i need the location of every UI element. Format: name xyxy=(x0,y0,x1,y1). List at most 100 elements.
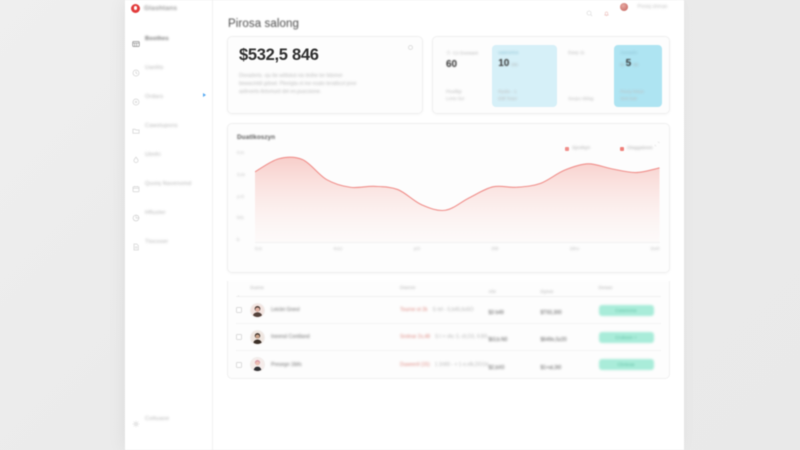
table-header-cell[interactable]: Dynot xyxy=(541,280,599,298)
legend-dot-icon xyxy=(620,146,625,151)
stat-label: vatererins xyxy=(498,50,519,55)
row-name-cell: Ineensl Contiland xyxy=(250,329,400,345)
stat-label: Auvaatn xyxy=(620,50,638,55)
status-badge[interactable]: Cbnteae xyxy=(598,359,654,370)
info-icon[interactable] xyxy=(408,45,413,50)
status-badge[interactable]: Crubeen + xyxy=(598,331,654,343)
table-row[interactable]: Presegn 1lbfs Duweeril (15) 1 2rtlI0 - +… xyxy=(236,351,661,378)
legend-label: Dtaggatews xyxy=(627,146,653,151)
row-checkbox-cell[interactable] xyxy=(236,361,250,368)
table-header-cell[interactable]: Ahr xyxy=(489,280,541,298)
row-checkbox-cell[interactable] xyxy=(236,334,250,340)
stat-value-text: 60 xyxy=(446,58,458,70)
stat-foot-line: Ryslie - 1 xyxy=(498,89,517,94)
row-checkbox[interactable] xyxy=(236,334,242,340)
y-tick-label: h01 xyxy=(237,215,244,221)
sidebar-item-boothes[interactable]: Boothes xyxy=(125,31,212,47)
column-header-label: Ahr xyxy=(488,289,496,295)
avatar xyxy=(250,357,265,372)
circle-logo-icon xyxy=(131,3,140,13)
x-tick-label: 208 xyxy=(491,246,499,251)
chart-legend: Sjoolsyn Dtaggatews xyxy=(565,146,653,151)
sidebar-item-label: Ordars xyxy=(145,93,164,100)
row-value-cell: $T93,300 xyxy=(541,301,599,319)
sidebar-item-cawstupons[interactable]: Cawstupons xyxy=(125,118,212,134)
stat-foot-line: Eitll Toser xyxy=(498,96,518,101)
sort-icon[interactable] xyxy=(236,286,241,297)
brand-name: Glashtans xyxy=(144,4,178,12)
sidebar-item-label: Quoiq Navenomd xyxy=(145,180,192,187)
row-status-cell[interactable]: Crubeen + xyxy=(598,331,661,343)
table-sort-cell[interactable] xyxy=(236,286,250,297)
avatar[interactable] xyxy=(619,3,628,11)
row-name: Ineensl Contiland xyxy=(271,334,310,340)
table-row[interactable]: Ineensl Contiland Srotnar 2s,48 S t + rA… xyxy=(236,324,661,351)
folder-icon xyxy=(132,122,140,134)
stat-foot-line: Socpu nbitsg xyxy=(568,96,594,101)
row-value: $T93,300 xyxy=(540,310,562,316)
sidebar-item-ulmfri[interactable]: Ulmfri xyxy=(125,147,212,163)
row-desc-primary: Duweeril (15) xyxy=(400,361,430,368)
column-header-label: Dynot xyxy=(540,289,554,295)
sidebar-nav: Boothes Uanlits Ordars xyxy=(125,31,212,250)
chart-card: Duatlkoszyn Sjoolsyn Dtaggatews xyxy=(227,123,670,273)
chart-y-axis: 0.m 3,zo y=0 h01 b xyxy=(237,150,253,242)
stat-value-prefix: to xyxy=(620,62,625,67)
table-header-cell[interactable]: Desao xyxy=(599,286,661,291)
row-name-cell: Presegn 1lbfs xyxy=(250,357,400,372)
stat-tile-2[interactable]: Eaoy 11 Socpu nbitsg xyxy=(562,45,609,107)
sidebar-item-ordars[interactable]: Ordars xyxy=(125,89,212,105)
row-desc-cell: Tourne ot 2k S rtrl - 5,b45,6o5O xyxy=(400,307,489,313)
row-desc-primary: Srotnar 2s,48 xyxy=(400,334,431,340)
sidebar-item-cottuaoe[interactable]: Cottuaoe xyxy=(125,411,212,427)
chart-header: Duatlkoszyn xyxy=(237,132,660,147)
brand[interactable]: Glashtans xyxy=(125,0,212,14)
stat-tile-0[interactable]: Cz Doowant 60 Ptoelllgr Lcms Soi xyxy=(440,45,487,107)
avatar xyxy=(250,329,265,345)
legend-item[interactable]: Dtaggatews xyxy=(620,146,653,151)
top-row: $532,5 846 Divraderts. vju tte wilitskst… xyxy=(223,36,674,114)
status-badge[interactable]: Cwwnnme xyxy=(598,304,654,316)
sidebar-item-quoiq-navenomd[interactable]: Quoiq Navenomd xyxy=(125,176,212,192)
chevron-right-icon[interactable] xyxy=(203,93,206,97)
table-row[interactable]: Leiclei Gnevl Tourne ot 2k S rtrl - 5,b4… xyxy=(236,297,661,324)
bell-icon[interactable] xyxy=(603,4,610,16)
row-name: Leiclei Gnevl xyxy=(271,307,300,313)
expand-icon[interactable] xyxy=(654,134,660,147)
legend-item[interactable]: Sjoolsyn xyxy=(565,146,590,151)
calendar-icon xyxy=(132,180,140,192)
avatar xyxy=(250,302,265,318)
y-tick-label: 3,zo xyxy=(237,171,245,177)
stat-footer: Ptoelllgr Lcms Soi xyxy=(446,88,481,102)
stat-value-suffix: mn xyxy=(511,62,518,67)
row-desc-cell: Duweeril (15) 1 2rtlI0 - + 1 e.nfk,DO1tr xyxy=(400,362,489,368)
row-status-cell[interactable]: Cwwnnme xyxy=(598,304,661,316)
row-checkbox[interactable] xyxy=(236,361,242,368)
sidebar-bottom: Cottuaoe xyxy=(125,411,212,440)
chart-area-series[interactable] xyxy=(255,150,660,242)
row-desc-primary: Tourne ot 2k xyxy=(400,307,428,313)
search-icon[interactable] xyxy=(586,4,593,16)
column-header-label: Suene xyxy=(250,286,264,291)
row-value: $2,bX0 xyxy=(488,364,505,371)
row-status-cell[interactable]: Cbnteae xyxy=(598,359,661,370)
sidebar-item-ttocoser[interactable]: Ttocoser xyxy=(125,234,212,250)
table-header-cell[interactable]: Suene xyxy=(250,286,400,291)
sidebar-item-hfluster[interactable]: Hfluster xyxy=(125,205,212,221)
row-checkbox[interactable] xyxy=(236,307,242,313)
sidebar-item-label: Ulmfri xyxy=(145,151,161,158)
stat-tile-1[interactable]: vatererins 10 mn Ryslie - 1 Eitll Toser xyxy=(492,45,558,107)
y-tick-label: y=0 xyxy=(237,193,244,199)
stat-foot-line: Lcms Soi xyxy=(446,96,465,101)
topbar-user-label: Pnnisj shman xyxy=(637,4,668,10)
stat-tile-3[interactable]: Auvaatn to 5 nn Peory hnton Snrt loat xyxy=(614,45,662,107)
x-tick-label: pr3 xyxy=(413,246,420,251)
sidebar: Glashtans Boothes Uanlits xyxy=(125,0,213,450)
row-value: $649o,5z20 xyxy=(540,337,567,343)
sidebar-item-label: Cawstupons xyxy=(145,122,178,129)
row-value: $1+al,3t0 xyxy=(540,364,562,371)
sidebar-item-uanlits[interactable]: Uanlits xyxy=(125,60,212,76)
row-checkbox-cell[interactable] xyxy=(236,307,250,313)
chart-x-axis: 5,rx 4o1z pr3 208 2dnu 3ov0 xyxy=(255,246,660,251)
table-header-cell[interactable]: Dsenre xyxy=(400,286,489,291)
